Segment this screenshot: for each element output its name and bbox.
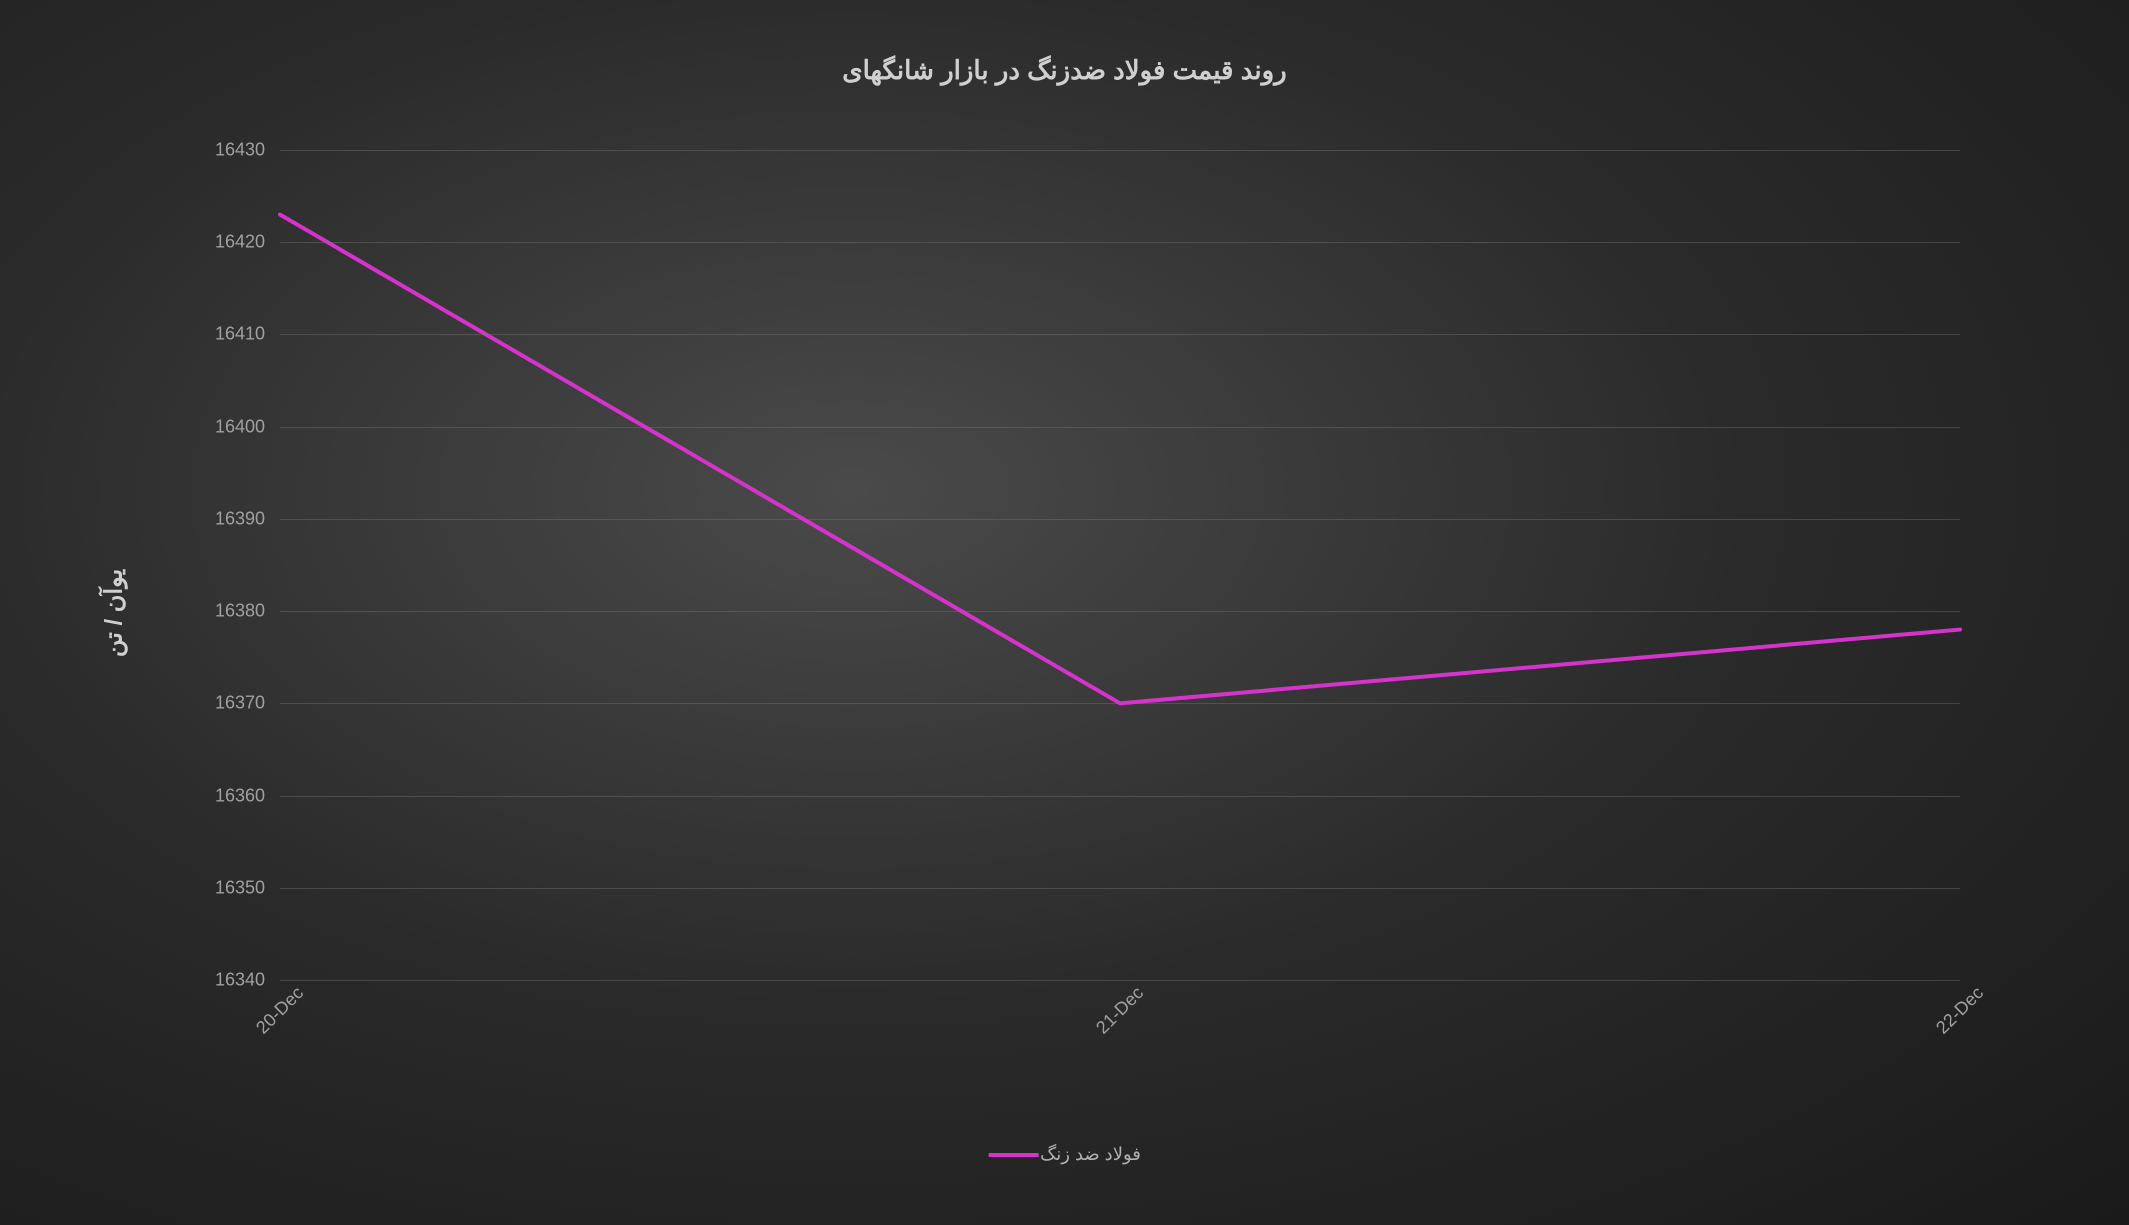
plot-area: 1634016350163601637016380163901640016410… — [280, 150, 1960, 980]
x-tick-label: 21-Dec — [1092, 983, 1148, 1039]
x-tick-label: 20-Dec — [252, 983, 308, 1039]
y-tick-label: 16400 — [215, 416, 265, 437]
legend: فولاد ضد زنگ — [988, 1144, 1141, 1165]
gridline — [280, 334, 1960, 335]
y-tick-label: 16430 — [215, 140, 265, 161]
y-tick-label: 16340 — [215, 970, 265, 991]
y-tick-label: 16380 — [215, 601, 265, 622]
y-tick-label: 16390 — [215, 508, 265, 529]
line-chart-svg — [280, 150, 1960, 980]
legend-line-swatch — [988, 1153, 1038, 1157]
y-tick-label: 16420 — [215, 232, 265, 253]
gridline — [280, 796, 1960, 797]
data-series-line — [280, 215, 1960, 704]
gridline — [280, 150, 1960, 151]
y-tick-label: 16360 — [215, 785, 265, 806]
gridline — [280, 980, 1960, 981]
y-axis-label: یوآن / تن — [100, 568, 129, 656]
gridline — [280, 427, 1960, 428]
gridline — [280, 703, 1960, 704]
y-tick-label: 16410 — [215, 324, 265, 345]
gridline — [280, 242, 1960, 243]
gridline — [280, 611, 1960, 612]
chart-title: روند قیمت فولاد ضدزنگ در بازار شانگهای — [842, 55, 1286, 86]
gridline — [280, 519, 1960, 520]
y-tick-label: 16370 — [215, 693, 265, 714]
y-tick-label: 16350 — [215, 877, 265, 898]
chart-container: روند قیمت فولاد ضدزنگ در بازار شانگهای ی… — [0, 0, 2129, 1225]
gridline — [280, 888, 1960, 889]
legend-label: فولاد ضد زنگ — [1040, 1144, 1141, 1165]
x-tick-label: 22-Dec — [1932, 983, 1988, 1039]
